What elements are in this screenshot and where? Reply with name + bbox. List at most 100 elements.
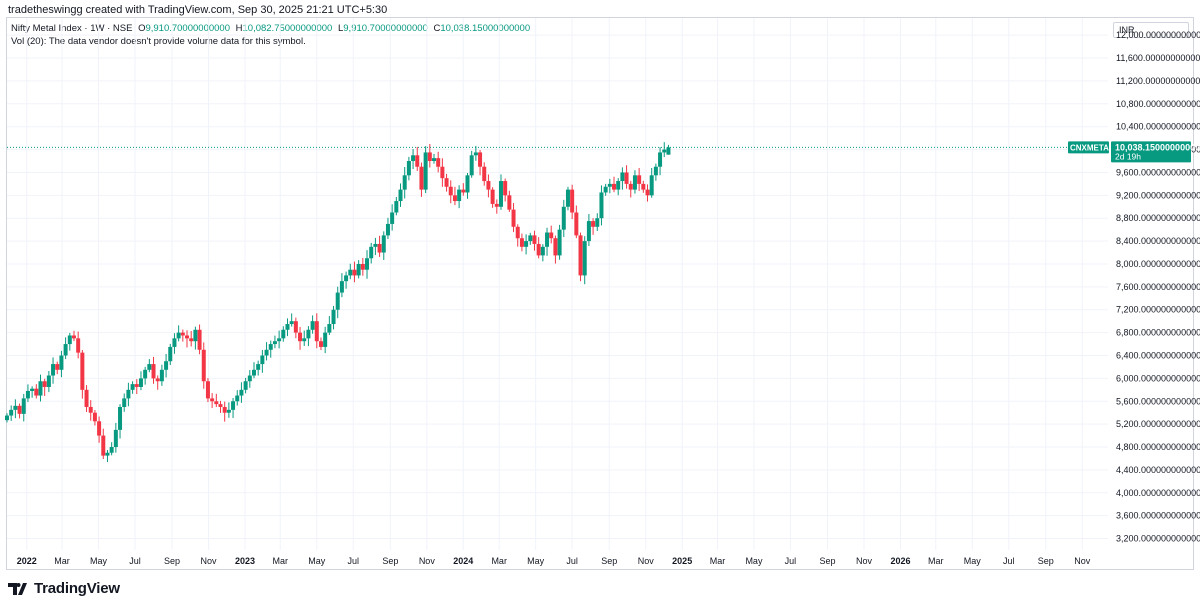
candle[interactable]: [97, 416, 102, 443]
candle[interactable]: [298, 326, 303, 350]
candle[interactable]: [205, 378, 210, 403]
candle[interactable]: [503, 178, 508, 202]
candle[interactable]: [126, 382, 131, 407]
candle[interactable]: [218, 400, 223, 413]
candle[interactable]: [620, 167, 625, 190]
candle[interactable]: [105, 450, 110, 463]
candle[interactable]: [653, 163, 658, 181]
candle[interactable]: [586, 214, 591, 247]
candle[interactable]: [243, 377, 248, 394]
candle[interactable]: [557, 224, 562, 260]
candle[interactable]: [130, 381, 135, 394]
legend-symbol[interactable]: Nifty Metal Index · 1W · NSE: [11, 23, 133, 34]
candle[interactable]: [603, 183, 608, 196]
candle[interactable]: [323, 326, 328, 354]
candle[interactable]: [5, 413, 9, 423]
candle[interactable]: [55, 361, 60, 375]
candle[interactable]: [394, 196, 399, 216]
candle[interactable]: [553, 235, 558, 264]
candle[interactable]: [289, 313, 294, 327]
candle[interactable]: [92, 410, 97, 426]
candle[interactable]: [373, 237, 378, 256]
candle[interactable]: [180, 329, 185, 342]
candle[interactable]: [528, 232, 533, 245]
candle[interactable]: [247, 370, 252, 388]
candle[interactable]: [536, 237, 541, 259]
candle[interactable]: [432, 153, 437, 164]
candle[interactable]: [658, 147, 663, 176]
candle[interactable]: [478, 150, 483, 176]
candle[interactable]: [197, 324, 202, 355]
candle[interactable]: [59, 350, 64, 378]
candle[interactable]: [268, 340, 273, 358]
candle[interactable]: [578, 232, 583, 282]
candle[interactable]: [118, 404, 123, 439]
candle[interactable]: [649, 167, 654, 198]
candle[interactable]: [67, 332, 72, 351]
candle[interactable]: [461, 183, 466, 196]
candle[interactable]: [172, 333, 177, 354]
candle[interactable]: [369, 242, 374, 264]
candle[interactable]: [256, 360, 261, 376]
candle[interactable]: [285, 318, 290, 337]
candle[interactable]: [310, 315, 315, 334]
candle[interactable]: [402, 167, 407, 199]
candle[interactable]: [390, 204, 395, 231]
candle[interactable]: [168, 343, 173, 366]
candle[interactable]: [21, 393, 26, 422]
candle[interactable]: [628, 180, 633, 198]
candle[interactable]: [210, 393, 215, 408]
candle[interactable]: [582, 236, 587, 285]
candle[interactable]: [151, 356, 156, 384]
candle[interactable]: [335, 286, 340, 319]
currency-selector[interactable]: INR: [1113, 22, 1189, 38]
candle[interactable]: [38, 374, 43, 402]
candle[interactable]: [348, 263, 353, 280]
candle[interactable]: [34, 384, 39, 399]
candle[interactable]: [51, 357, 56, 384]
candle[interactable]: [331, 305, 336, 330]
candle[interactable]: [360, 257, 365, 276]
candle[interactable]: [398, 183, 403, 207]
candle[interactable]: [498, 174, 503, 210]
candle[interactable]: [231, 397, 236, 418]
candle[interactable]: [482, 162, 487, 186]
candle[interactable]: [30, 386, 35, 398]
candle[interactable]: [561, 199, 566, 238]
candle[interactable]: [419, 162, 424, 197]
candle[interactable]: [260, 349, 265, 373]
candle[interactable]: [549, 225, 554, 244]
candle[interactable]: [624, 165, 629, 189]
candle[interactable]: [465, 173, 470, 199]
candle[interactable]: [515, 224, 520, 247]
candle[interactable]: [645, 184, 650, 202]
candle[interactable]: [189, 331, 194, 347]
candle[interactable]: [540, 244, 545, 262]
candle[interactable]: [226, 402, 231, 418]
candle[interactable]: [406, 156, 411, 181]
candle[interactable]: [176, 325, 181, 342]
candle[interactable]: [164, 354, 169, 378]
candle[interactable]: [365, 250, 370, 279]
candle[interactable]: [448, 180, 453, 204]
candle[interactable]: [356, 260, 361, 279]
candle[interactable]: [306, 326, 311, 347]
candle[interactable]: [339, 273, 344, 298]
candle[interactable]: [193, 326, 198, 350]
candle[interactable]: [381, 231, 386, 260]
candle[interactable]: [293, 317, 298, 339]
candle[interactable]: [143, 366, 148, 385]
candle[interactable]: [17, 403, 22, 419]
candle[interactable]: [377, 235, 382, 257]
candle[interactable]: [352, 261, 357, 283]
candle[interactable]: [277, 330, 282, 349]
candle[interactable]: [595, 213, 600, 231]
candle[interactable]: [201, 342, 206, 389]
candle[interactable]: [9, 405, 14, 421]
candle[interactable]: [281, 326, 286, 342]
candle[interactable]: [385, 217, 390, 239]
candle[interactable]: [440, 158, 445, 187]
candle[interactable]: [80, 350, 85, 399]
candle[interactable]: [494, 199, 499, 214]
